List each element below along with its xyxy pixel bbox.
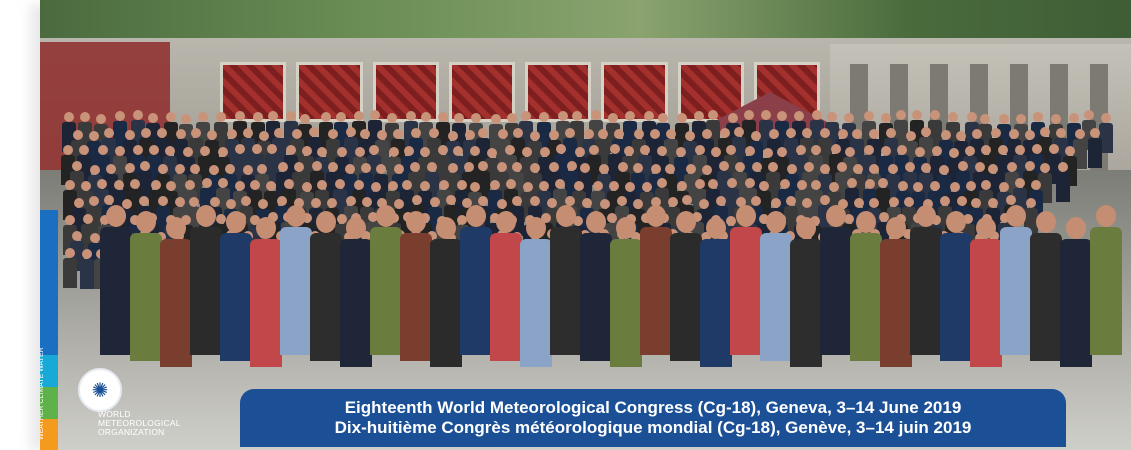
front-row-person (700, 217, 732, 367)
front-row-person (1030, 211, 1062, 361)
crowd-person (80, 249, 95, 290)
front-row-person (760, 211, 792, 361)
front-row-person (490, 211, 522, 361)
front-row-person (280, 205, 312, 355)
front-row-person (850, 211, 882, 361)
front-row-person (100, 205, 132, 355)
wmo-org-name: WORLD METEOROLOGICAL ORGANIZATION (98, 410, 181, 437)
congress-banner: Eighteenth World Meteorological Congress… (240, 389, 1066, 447)
wmo-org-name-line1: WORLD (98, 409, 131, 419)
front-row-person (520, 217, 552, 367)
front-row-person (130, 211, 162, 361)
tree-line (40, 0, 1131, 42)
wmo-stripe-orange (40, 419, 58, 450)
front-row-person (250, 217, 282, 367)
wmo-emblem-icon: ✺ (78, 368, 122, 412)
wmo-org-name-line2: METEOROLOGICAL (98, 418, 181, 428)
group-photo: WEATHER CLIMATE WATER Eighteenth World M… (40, 0, 1131, 450)
crowd-person (62, 248, 77, 289)
front-row-person (670, 211, 702, 361)
front-row-person (400, 211, 432, 361)
front-row-person (1060, 217, 1092, 367)
front-row-person (610, 217, 642, 367)
front-row-person (190, 205, 222, 355)
wmo-logo: ✺ WORLD METEOROLOGICAL ORGANIZATION (58, 368, 188, 448)
front-row-person (370, 205, 402, 355)
wmo-org-name-line3: ORGANIZATION (98, 427, 165, 437)
front-row-person (880, 217, 912, 367)
front-row-person (460, 205, 492, 355)
crowd-person (1088, 128, 1103, 169)
front-row-person (940, 211, 972, 361)
front-row-person (220, 211, 252, 361)
front-row-person (910, 205, 942, 355)
crowd-person (1055, 162, 1070, 203)
wmo-vertical-text: WEATHER CLIMATE WATER (40, 347, 45, 440)
wmo-stripe-blue (40, 210, 58, 355)
front-row-person (640, 205, 672, 355)
front-row-person (160, 217, 192, 367)
front-row-person (340, 217, 372, 367)
front-row-person (790, 217, 822, 367)
front-row-person (820, 205, 852, 355)
wmo-stripe-green (40, 387, 58, 419)
front-row-person (970, 217, 1002, 367)
banner-line-english: Eighteenth World Meteorological Congress… (344, 398, 962, 417)
front-row-person (1000, 205, 1032, 355)
banner-line-french: Dix-huitième Congrès météorologique mond… (334, 418, 972, 437)
front-row-person (550, 205, 582, 355)
front-row-person (430, 217, 462, 367)
front-row-person (580, 211, 612, 361)
front-row-person (310, 211, 342, 361)
crowd-person (1099, 112, 1114, 153)
wmo-stripe-cyan (40, 355, 58, 387)
front-row-person (1090, 205, 1122, 355)
front-row-person (730, 205, 762, 355)
